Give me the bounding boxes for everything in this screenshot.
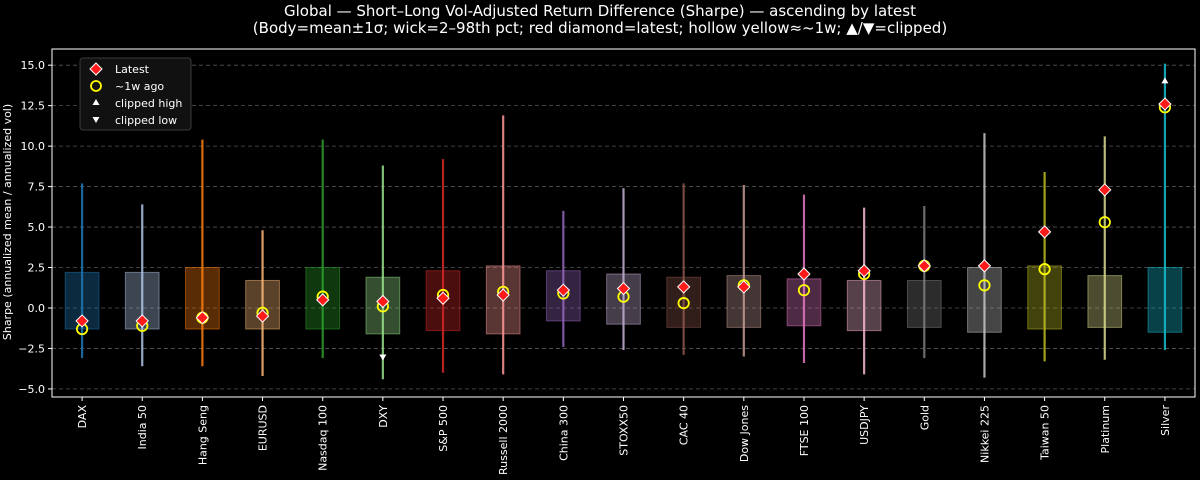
- x-tick-label: India 50: [136, 405, 149, 450]
- legend-clipped-low-triangle-icon: [92, 117, 100, 123]
- y-tick-label: 2.5: [28, 262, 46, 275]
- y-tick-label: −5.0: [18, 383, 45, 396]
- legend-clipped-high-triangle-icon: [92, 99, 100, 105]
- axes-layer: −5.0 −2.5 0.0 2.5 5.0 7.5 10.0 12.5 15.0 DAX India…: [18, 48, 1196, 475]
- week-ago-marker-10: [677, 297, 690, 310]
- body-13: [846, 279, 882, 332]
- x-tick-label: Nasdaq 100: [317, 405, 330, 471]
- latest-marker-18: [1158, 97, 1172, 111]
- latest-marker-9: [616, 281, 631, 296]
- x-tick-label: FTSE 100: [798, 405, 811, 456]
- body-15: [967, 267, 1002, 333]
- body-16: [1027, 265, 1062, 330]
- legend: Latest ~1w ago clipped high clipped low: [79, 57, 192, 131]
- latest-marker-0: [75, 314, 89, 328]
- x-tick-label: Platinum: [1099, 405, 1112, 453]
- x-tick-label: USDJPY: [858, 405, 871, 445]
- y-tick-label: 0.0: [28, 302, 46, 315]
- y-tick-label: −2.5: [18, 342, 45, 355]
- x-tick-label: China 300: [557, 405, 570, 461]
- x-tick-label: STOXX50: [618, 405, 631, 456]
- x-tick-label: Silver: [1159, 405, 1172, 436]
- x-tick-label: CAC 40: [678, 405, 691, 445]
- legend-latest-diamond-icon: [89, 62, 103, 76]
- x-tick-label: EURUSD: [257, 405, 270, 451]
- latest-marker-15: [977, 259, 992, 273]
- x-tick-label: Russell 2000: [497, 405, 510, 475]
- legend-week-ago-circle-icon: [90, 80, 102, 92]
- x-tick-label: Dow Jones: [738, 405, 751, 462]
- y-tick-label: 7.5: [28, 181, 46, 194]
- x-tick-label: DAX: [76, 405, 89, 429]
- marker-layer: [75, 77, 1172, 361]
- latest-marker-17: [1098, 183, 1112, 197]
- week-ago-marker-16: [1038, 263, 1051, 276]
- x-tick-label: Hang Seng: [196, 405, 209, 465]
- x-tick-label: DXY: [377, 405, 390, 428]
- week-ago-marker-17: [1098, 216, 1111, 229]
- latest-marker-1: [135, 314, 149, 328]
- latest-marker-5: [376, 294, 390, 309]
- latest-marker-3: [255, 309, 270, 323]
- y-tick-label: 15.0: [21, 59, 46, 72]
- clipped-high-marker-18: [1161, 77, 1169, 84]
- y-tick-label: 5.0: [28, 221, 46, 234]
- chart-title: Global — Short–Long Vol-Adjusted Return …: [284, 2, 916, 20]
- legend-frame: [79, 57, 192, 131]
- x-tick-label: S&P 500: [437, 405, 450, 452]
- latest-marker-4: [316, 293, 330, 307]
- body-17: [1087, 275, 1123, 328]
- latest-marker-6: [436, 291, 450, 305]
- latest-marker-13: [857, 264, 871, 278]
- chart-subtitle: (Body=mean±1σ; wick=2–98th pct; red diam…: [252, 19, 948, 37]
- legend-clipped-high-label: clipped high: [115, 97, 182, 110]
- body-layer: [64, 265, 1183, 335]
- latest-marker-11: [737, 280, 751, 294]
- latest-marker-7: [496, 288, 510, 302]
- latest-marker-12: [797, 267, 811, 281]
- x-tick-label: Taiwan 50: [1039, 405, 1052, 461]
- latest-marker-16: [1037, 225, 1052, 239]
- legend-week-ago-label: ~1w ago: [115, 80, 164, 93]
- body-14: [906, 279, 942, 328]
- body-12: [786, 278, 822, 327]
- legend-latest-label: Latest: [115, 63, 150, 76]
- clipped-low-marker-5: [379, 354, 387, 361]
- latest-marker-2: [195, 310, 210, 325]
- x-tick-label: Gold: [918, 405, 931, 430]
- week-ago-marker-15: [978, 279, 991, 292]
- latest-marker-8: [556, 283, 571, 297]
- week-ago-marker-12: [797, 284, 811, 297]
- x-tick-label: Nikkei 225: [978, 405, 991, 463]
- wick-layer: [80, 63, 1167, 380]
- y-axis-label: Sharpe (annualized mean / annualized vol…: [1, 104, 14, 340]
- y-tick-label: 12.5: [21, 100, 46, 113]
- body-18: [1147, 267, 1183, 333]
- y-tick-label: 10.0: [21, 140, 46, 153]
- body-9: [606, 273, 641, 325]
- latest-marker-10: [676, 280, 691, 294]
- legend-clipped-low-label: clipped low: [115, 114, 177, 127]
- grid-layer: [52, 64, 1195, 390]
- latest-marker-14: [917, 259, 931, 273]
